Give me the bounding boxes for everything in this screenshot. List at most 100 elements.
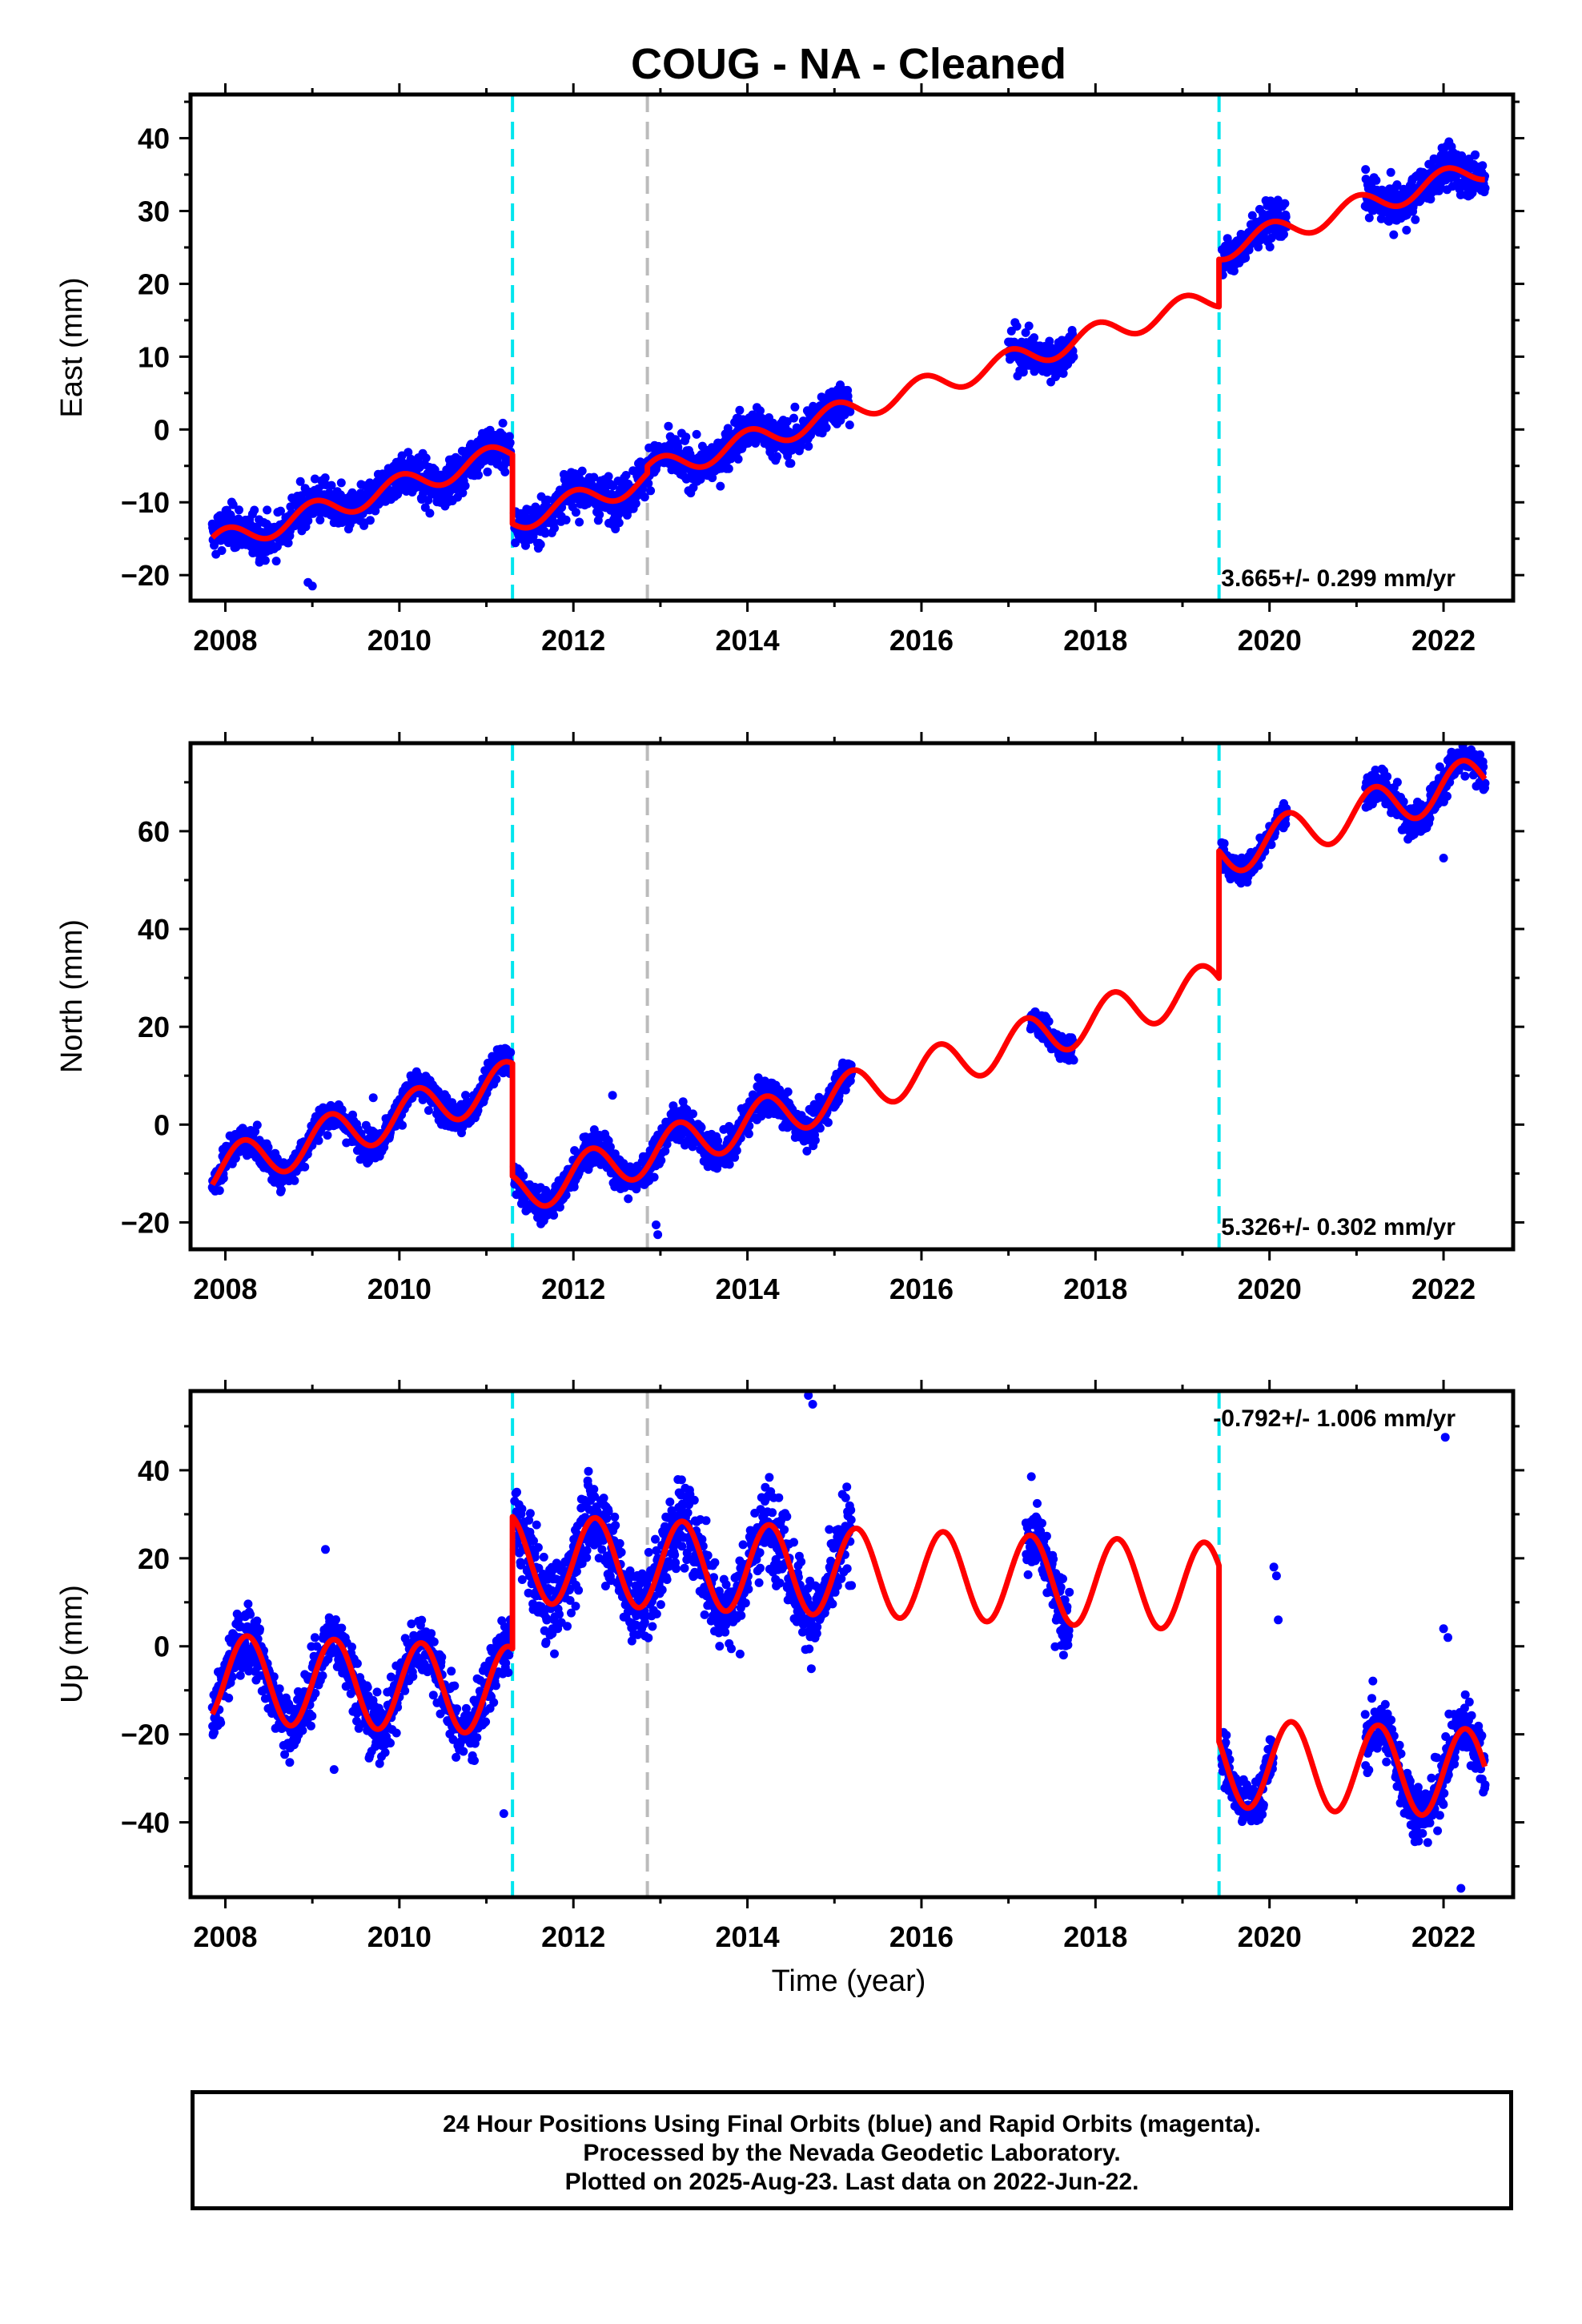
data-point <box>653 1230 663 1240</box>
data-point <box>571 508 580 517</box>
data-points <box>207 743 1490 1240</box>
data-point <box>1069 1055 1078 1065</box>
data-point <box>1012 321 1022 331</box>
x-tick-label: 2014 <box>716 1273 780 1305</box>
data-point <box>604 472 613 481</box>
data-point <box>295 476 305 486</box>
x-tick-label: 2022 <box>1411 624 1476 657</box>
data-point <box>235 505 243 515</box>
data-point <box>1219 838 1229 848</box>
data-point <box>303 577 313 587</box>
y-tick-label: −10 <box>121 486 170 519</box>
data-point <box>735 405 745 415</box>
data-point <box>458 489 468 497</box>
data-point <box>786 459 796 468</box>
data-point <box>536 540 545 549</box>
data-point <box>271 557 281 566</box>
data-point <box>250 505 259 515</box>
data-point <box>1265 242 1275 251</box>
data-point <box>263 505 272 515</box>
data-point <box>336 478 346 488</box>
data-point <box>1044 1017 1054 1026</box>
data-point <box>460 481 470 491</box>
y-axis-label: North (mm) <box>55 919 89 1073</box>
data-point <box>1030 333 1039 343</box>
data-point <box>664 421 673 431</box>
y-tick-label: 0 <box>154 1108 170 1141</box>
data-point <box>1069 352 1078 361</box>
data-point <box>260 556 270 565</box>
data-point <box>314 1136 323 1145</box>
data-point <box>608 1091 617 1100</box>
y-tick-label: 20 <box>138 267 170 300</box>
data-point <box>1402 225 1411 235</box>
data-point <box>506 1047 516 1057</box>
data-point <box>624 1194 633 1204</box>
x-tick-label: 2012 <box>541 624 605 657</box>
data-point <box>252 1120 262 1130</box>
data-point <box>733 454 743 464</box>
panel-up: 2008 2010 2012 2014 2016 2018 2020 202240200−20… <box>55 1380 1524 1953</box>
data-point <box>614 518 624 528</box>
x-tick-label: 2012 <box>541 1273 605 1305</box>
data-point <box>577 466 587 476</box>
x-tick-label: 2020 <box>1238 1273 1302 1305</box>
data-point <box>652 1220 661 1229</box>
data-point <box>320 473 330 483</box>
data-point <box>1411 215 1420 224</box>
data-point <box>744 1129 753 1139</box>
panel-north: 2008 2010 2012 2014 2016 2018 2020 20226040200−… <box>55 732 1524 1305</box>
data-point <box>689 1109 697 1119</box>
data-point <box>421 453 431 463</box>
data-point <box>1392 778 1402 787</box>
data-point <box>424 1106 433 1116</box>
data-point <box>550 524 559 533</box>
y-tick-label: 40 <box>138 913 170 946</box>
data-point <box>1478 161 1488 171</box>
data-point <box>823 1118 833 1128</box>
data-point <box>1371 175 1381 185</box>
data-point <box>1443 791 1452 801</box>
data-points <box>207 137 1490 591</box>
data-point <box>697 1123 706 1132</box>
data-point <box>1024 321 1034 331</box>
data-point <box>283 538 293 548</box>
rate-annotation: 5.326+/- 0.302 mm/yr <box>1221 1214 1456 1240</box>
plot-area <box>207 94 1490 601</box>
data-point <box>621 471 631 480</box>
chart-title: COUG - NA - Cleaned <box>631 40 1066 88</box>
data-point <box>483 467 492 476</box>
data-point <box>681 432 691 442</box>
data-point <box>589 472 599 482</box>
data-point <box>365 516 375 525</box>
data-point <box>1425 814 1435 823</box>
data-point <box>561 515 571 525</box>
data-point <box>215 1186 224 1196</box>
data-point <box>424 496 433 505</box>
plot-area <box>207 743 1490 1249</box>
data-point <box>368 1093 378 1103</box>
data-point <box>845 420 854 430</box>
y-tick-label: 60 <box>138 815 170 848</box>
model-curve <box>210 758 1488 1209</box>
data-point <box>595 510 604 520</box>
plot-area <box>207 1391 1490 1897</box>
data-point <box>474 470 483 480</box>
x-tick-label: 2020 <box>1238 624 1302 657</box>
data-point <box>783 1087 793 1096</box>
data-point <box>575 517 584 527</box>
data-point <box>290 1176 299 1185</box>
data-point <box>716 481 725 491</box>
data-point <box>1389 230 1399 239</box>
data-point <box>649 1172 659 1182</box>
data-point <box>1480 778 1490 788</box>
data-point <box>804 441 813 451</box>
data-point <box>543 495 552 505</box>
data-point <box>810 1136 820 1145</box>
data-point <box>692 429 701 439</box>
data-point <box>303 516 313 525</box>
data-point <box>216 1718 226 1727</box>
data-point <box>404 448 413 457</box>
x-tick-label: 2010 <box>367 1273 432 1305</box>
data-point <box>773 452 781 461</box>
